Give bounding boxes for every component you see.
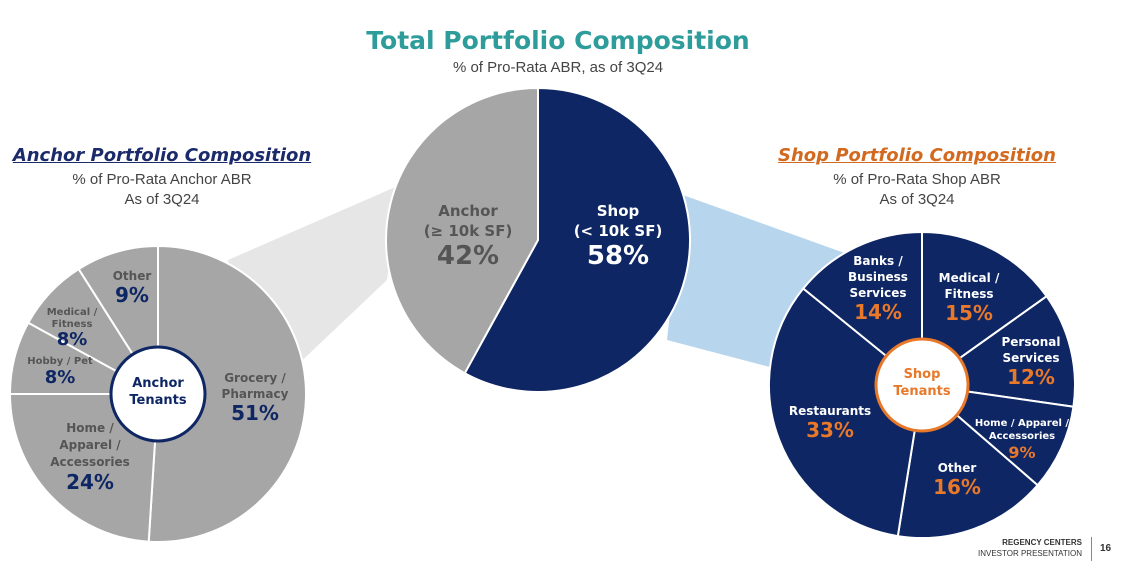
total-label-anchor-10k-sf: Anchor [438, 202, 498, 220]
anchor-value-hobby-pet: 8% [45, 367, 76, 388]
footer-brand: REGENCY CENTERS INVESTOR PRESENTATION [978, 537, 1082, 559]
total-value-anchor-10k-sf: 42% [437, 241, 499, 271]
anchor-label-hobby-pet: Hobby / Pet [27, 356, 93, 367]
anchor-panel-title: Anchor Portfolio Composition [12, 145, 312, 166]
total-value-shop-10k-sf: 58% [587, 241, 649, 271]
shop-value-other: 16% [933, 475, 981, 499]
anchor-slice-grocery-pharmacy [147, 244, 307, 543]
total-pie-chart: Shop (< 10k SF)58% Anchor (≥ 10k SF)42% [385, 86, 691, 393]
shop-panel-title: Shop Portfolio Composition [778, 145, 1056, 166]
anchor-subtitle-line2: As of 3Q24 [124, 191, 200, 208]
shop-label-personal-services: Services [1002, 351, 1059, 365]
anchor-label-home-apparel-accessories: Home / [66, 421, 114, 435]
shop-value-home-apparel-accessories: 9% [1008, 443, 1035, 462]
shop-label-home-apparel-accessories: Accessories [989, 431, 1055, 442]
anchor-center-circle [109, 345, 207, 443]
shop-slice-banks-business-services [801, 230, 923, 388]
shop-panel-subtitle: % of Pro-Rata Shop ABR As of 3Q24 [756, 170, 1078, 210]
shop-center-label: Tenants [893, 384, 950, 399]
anchor-label-home-apparel-accessories: Apparel / [59, 438, 121, 452]
footer-divider [1091, 537, 1092, 561]
anchor-label-medical-fitness: Medical / [47, 307, 98, 318]
anchor-center-label: Anchor [132, 376, 184, 391]
anchor-label-other: Other [113, 269, 152, 283]
shop-subtitle-line1: % of Pro-Rata Shop ABR [833, 171, 1001, 188]
shop-label-personal-services: Personal [1002, 335, 1061, 349]
shop-center-label: Shop [904, 367, 941, 382]
anchor-subtitle-line1: % of Pro-Rata Anchor ABR [72, 171, 252, 188]
shop-label-medical-fitness: Medical / [939, 271, 1000, 285]
shop-value-personal-services: 12% [1007, 365, 1055, 389]
anchor-slice-home-apparel-accessories [8, 393, 160, 543]
shop-center-circle [874, 337, 970, 433]
shop-value-restaurants: 33% [806, 418, 854, 442]
shop-label-home-apparel-accessories: Home / Apparel / [975, 418, 1069, 429]
shop-label-banks-business-services: Business [848, 270, 908, 284]
shop-value-banks-business-services: 14% [854, 300, 902, 324]
anchor-value-grocery-pharmacy: 51% [231, 401, 279, 425]
footer-brand-name: REGENCY CENTERS [1002, 538, 1082, 547]
anchor-label-grocery-pharmacy: Grocery / [224, 371, 286, 385]
shop-label-banks-business-services: Banks / [853, 254, 903, 268]
anchor-value-home-apparel-accessories: 24% [66, 470, 114, 494]
shop-label-restaurants: Restaurants [789, 404, 871, 418]
anchor-label-grocery-pharmacy: Pharmacy [222, 387, 289, 401]
shop-label-banks-business-services: Services [849, 286, 906, 300]
anchor-label-home-apparel-accessories: Accessories [50, 455, 130, 469]
page-subtitle: % of Pro-Rata ABR, as of 3Q24 [452, 59, 664, 76]
anchor-panel-subtitle: % of Pro-Rata Anchor ABR As of 3Q24 [0, 170, 324, 210]
total-label-anchor-10k-sf: (≥ 10k SF) [424, 222, 513, 240]
anchor-value-other: 9% [115, 283, 149, 307]
shop-label-other: Other [938, 461, 977, 475]
shop-slice-medical-fitness [921, 230, 1049, 387]
shop-subtitle-line2: As of 3Q24 [879, 191, 955, 208]
anchor-value-medical-fitness: 8% [57, 329, 88, 350]
anchor-center-label: Tenants [129, 393, 186, 408]
shop-slice-restaurants [768, 287, 924, 538]
anchor-label-medical-fitness: Fitness [52, 319, 93, 330]
total-label-shop-10k-sf: (< 10k SF) [574, 222, 663, 240]
total-slice-shop-10k-sf [463, 86, 691, 393]
total-label-shop-10k-sf: Shop [597, 202, 640, 220]
page-title: Total Portfolio Composition [366, 26, 750, 55]
shop-label-medical-fitness: Fitness [944, 287, 993, 301]
footer-brand-subtitle: INVESTOR PRESENTATION [977, 549, 1082, 558]
shop-value-medical-fitness: 15% [945, 301, 993, 325]
total-slice-anchor-10k-sf [385, 86, 539, 375]
page-number: 16 [1100, 543, 1112, 554]
